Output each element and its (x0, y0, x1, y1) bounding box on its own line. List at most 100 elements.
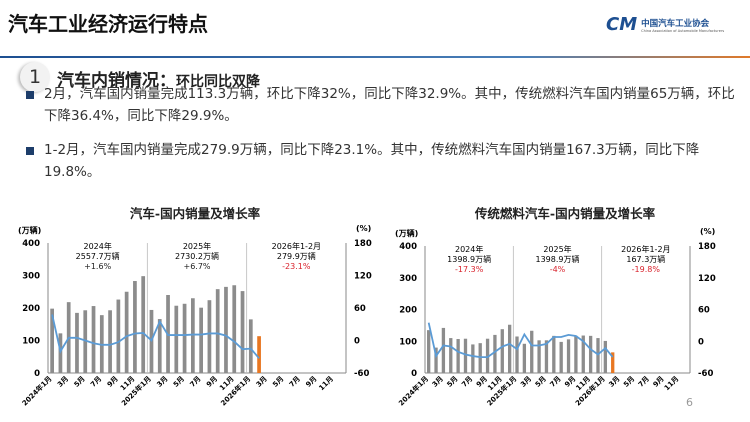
bar (485, 338, 490, 373)
y-tick-left: 0 (34, 369, 40, 379)
annotation-total: 167.3万辆 (626, 254, 665, 264)
annotation-total: 279.9万辆 (277, 251, 316, 261)
bar (441, 327, 446, 373)
section-title: 汽车内销情况：环比同比双降 (57, 66, 260, 91)
chart-title: 汽车-国内销量及增长率 (129, 206, 261, 221)
x-tick-label: 7月 (288, 375, 302, 389)
annotation-growth: -23.1% (282, 262, 311, 271)
bar (124, 291, 129, 373)
bullet-square-icon (26, 147, 34, 155)
x-tick-label: 3月 (255, 375, 269, 389)
bar (182, 303, 187, 373)
y-tick-left: 400 (22, 239, 40, 249)
bar (544, 340, 549, 373)
caam-logo-icon: CM (606, 14, 638, 35)
x-tick-label: 5月 (73, 375, 87, 389)
annotation-total: 1398.9万辆 (536, 254, 580, 264)
bar (507, 324, 512, 373)
bar (427, 330, 431, 373)
annotation-total: 2557.7万辆 (76, 251, 120, 261)
bar (91, 306, 96, 373)
bar (552, 335, 556, 373)
x-tick-label: 5月 (534, 375, 548, 389)
bar (232, 285, 237, 373)
x-tick-label: 3月 (607, 375, 621, 389)
y-tick-right: -60 (354, 369, 369, 379)
page-title: 汽车工业经济运行特点 (8, 12, 208, 36)
annotation-growth: +1.6% (84, 262, 111, 271)
bar (133, 281, 137, 373)
logo-name: 中国汽车工业协会 (641, 18, 710, 29)
x-tick-label: 7月 (188, 375, 202, 389)
y-tick-right: 0 (698, 337, 704, 347)
bullet-square-icon (26, 91, 34, 99)
logo: CM 中国汽车工业协会 China Association of Automob… (606, 14, 724, 35)
y-tick-right: 0 (354, 337, 360, 347)
bullet-item: 1-2月，汽车国内销量完成279.9万辆，同比下降23.1%。其中，传统燃料汽车… (26, 139, 736, 183)
y-tick-left: 100 (22, 337, 40, 347)
bullet-text: 1-2月，汽车国内销量完成279.9万辆，同比下降23.1%。其中，传统燃料汽车… (44, 142, 700, 180)
section-title-main: 汽车内销情况： (57, 71, 176, 91)
annotation-growth: -17.3% (455, 265, 484, 274)
bar (537, 340, 541, 373)
annotation-period: 2026年1-2月 (272, 241, 321, 251)
left-axis-label: (万辆) (18, 225, 41, 235)
bar (559, 341, 563, 373)
left-axis-label: (万辆) (395, 228, 418, 238)
y-tick-left: 300 (399, 274, 417, 284)
logo-english: China Association of Automobile Manufact… (641, 28, 725, 33)
header-divider (0, 56, 750, 58)
x-tick-label: 3月 (56, 375, 70, 389)
annotation-total: 1398.9万辆 (447, 254, 491, 264)
y-tick-right: 120 (354, 272, 372, 282)
x-tick-label: 7月 (637, 375, 651, 389)
section-number: 1 (20, 62, 50, 92)
x-tick-label: 5月 (172, 375, 186, 389)
bar (108, 310, 112, 373)
x-tick-label: 5月 (271, 375, 285, 389)
growth-line (427, 322, 614, 359)
bar (588, 335, 593, 373)
annotation-growth: -4% (550, 265, 566, 274)
bar (434, 347, 438, 373)
bar (478, 343, 482, 373)
x-tick-label: 7月 (460, 375, 474, 389)
annotation-period: 2025年 (543, 244, 571, 254)
bar (574, 335, 578, 373)
annotation-period: 2024年 (83, 241, 111, 251)
bar (463, 338, 468, 373)
annotation-period: 2025年 (183, 241, 211, 251)
x-tick-label: 5月 (445, 375, 459, 389)
y-tick-left: 0 (411, 369, 417, 379)
y-tick-left: 200 (22, 304, 40, 314)
bar (581, 335, 585, 373)
chart-title: 传统燃料汽车-国内销量及增长率 (474, 206, 656, 221)
bar (456, 339, 460, 373)
bar (449, 338, 453, 373)
x-tick-label: 7月 (89, 375, 103, 389)
bar (174, 305, 179, 373)
bar (215, 289, 220, 373)
bar (611, 352, 615, 373)
bullet-text: 2月，汽车国内销量完成113.3万辆，环比下降32%，同比下降32.9%。其中，… (44, 86, 735, 124)
section-subtitle: 环比同比双降 (176, 74, 260, 90)
bar (240, 291, 245, 373)
y-tick-left: 100 (399, 337, 417, 347)
bar (207, 300, 212, 373)
x-tick-label: 3月 (431, 375, 445, 389)
bar (83, 310, 88, 373)
bar (566, 339, 571, 373)
bar (75, 312, 79, 373)
bar (603, 340, 608, 373)
annotation-growth: -19.8% (632, 265, 661, 274)
bar (471, 344, 475, 373)
right-axis-label: (%) (700, 227, 715, 236)
bar (248, 319, 253, 373)
y-tick-left: 200 (399, 306, 417, 316)
y-tick-left: 300 (22, 272, 40, 282)
bar (190, 298, 195, 373)
growth-line (51, 314, 260, 359)
bar (515, 336, 519, 373)
y-tick-right: 60 (354, 304, 366, 314)
